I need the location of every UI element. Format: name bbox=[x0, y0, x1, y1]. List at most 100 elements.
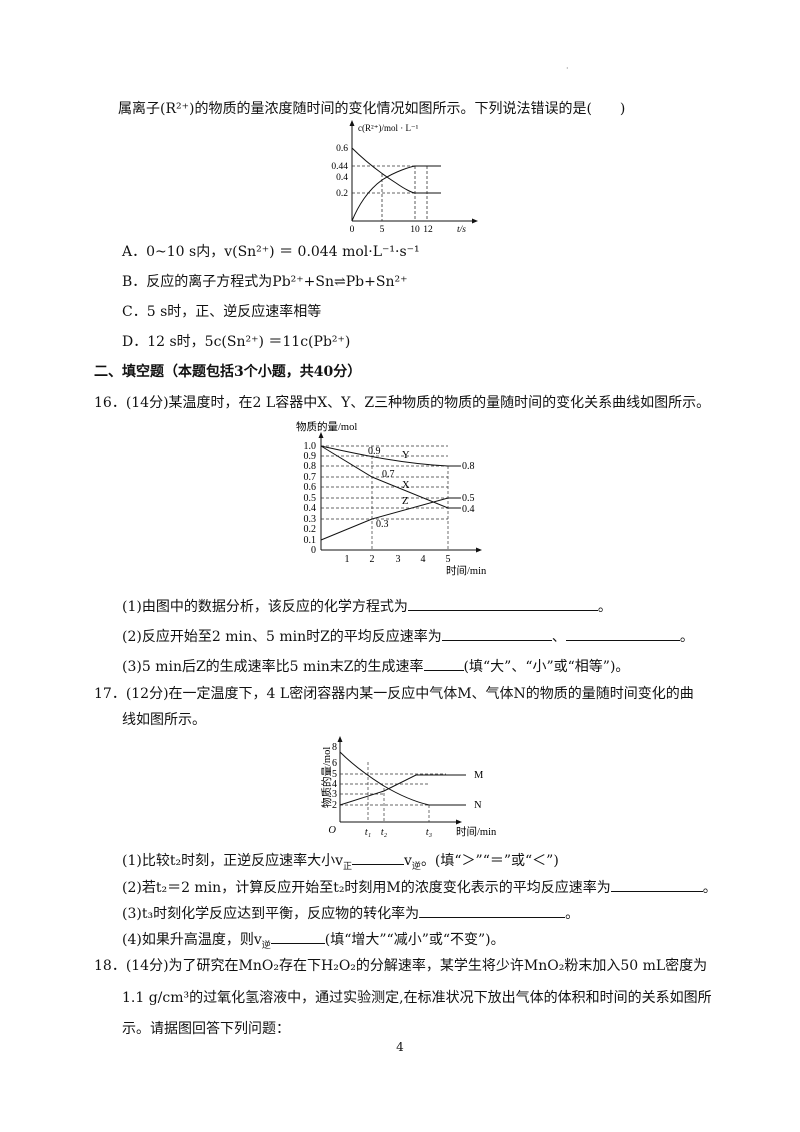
q16-xtick-2: 2 bbox=[370, 554, 375, 565]
q17-curve-n bbox=[339, 751, 466, 806]
q15-xtick-0: 0 bbox=[350, 225, 355, 235]
q17-ytick-2: 2 bbox=[332, 800, 337, 811]
q17-ytick-3: 3 bbox=[332, 789, 337, 800]
q17-sub2-text: (2)若t₂＝2 min，计算反应开始至t₂时刻用M的浓度变化表示的平均反应速率… bbox=[122, 880, 611, 896]
q17-sub3: (3)t₃时刻化学反应达到平衡，反应物的转化率为 。 bbox=[122, 902, 579, 924]
q17-curve-m bbox=[339, 774, 466, 806]
q16-ytick-0.1: 0.1 bbox=[304, 535, 317, 546]
q16-sub2-blank-2min[interactable] bbox=[441, 625, 552, 641]
q17-sub3-text: (3)t₃时刻化学反应达到平衡，反应物的转化率为 bbox=[122, 906, 420, 922]
q15-option-a: A．0~10 s内，v(Sn²⁺) ＝ 0.044 mol·L⁻¹·s⁻¹ bbox=[122, 244, 420, 260]
q16-ytick-0.5: 0.5 bbox=[304, 493, 317, 504]
q16-ytick-0: 0 bbox=[311, 545, 316, 556]
q18-line1: 18．(14分)为了研究在MnO₂存在下H₂O₂的分解速率，某学生将少许MnO₂… bbox=[94, 958, 708, 974]
q18-line2: 1.1 g/cm³的过氧化氢溶液中，通过实验测定,在标准状况下放出气体的体积和时… bbox=[122, 990, 712, 1006]
q16-annot-0.9: 0.9 bbox=[368, 446, 381, 457]
q16-sub2-text: (2)反应开始至2 min、5 min时Z的平均反应速率为 bbox=[122, 629, 442, 645]
q16-sub1-end: 。 bbox=[597, 599, 612, 615]
q15-option-b: B．反应的离子方程式为Pb²⁺+Sn⇌Pb+Sn²⁺ bbox=[122, 274, 408, 290]
q17-sub1-blank[interactable] bbox=[352, 849, 404, 865]
q15-option-d: D．12 s时，5c(Sn²⁺) ＝11c(Pb²⁺) bbox=[122, 334, 351, 350]
top-mark: · bbox=[566, 64, 569, 73]
q16-sub2-end: 。 bbox=[679, 629, 694, 645]
q17-xtick-t3: t₃ bbox=[426, 827, 433, 838]
q16-annot-0.5: 0.5 bbox=[462, 493, 475, 504]
q17-sub4-blank[interactable] bbox=[270, 928, 325, 944]
q17-sub4-end: (填“增大”“减小”或“不变”)。 bbox=[324, 932, 505, 948]
q17-sub1-text-a: (1)比较t₂时刻，正逆反应速率大小v bbox=[122, 853, 343, 869]
q17-figure: 物质的量/mol 8 6 5 4 3 2 O t₁ t₂ t₃ 时间/min M… bbox=[316, 732, 516, 840]
q16-xlabel: 时间/min bbox=[446, 564, 487, 577]
q17-sub1-sub-forward: 正 bbox=[342, 861, 352, 872]
q16-xtick-5: 5 bbox=[446, 554, 451, 565]
q17-sub1: (1)比较t₂时刻，正逆反应速率大小v正 v逆。(填“＞”“＝”或“＜”) bbox=[122, 849, 559, 877]
q16-ytick-1.0: 1.0 bbox=[304, 441, 317, 452]
q16-annot-0.7: 0.7 bbox=[382, 469, 395, 480]
q16-curve-x bbox=[320, 445, 461, 509]
q16-sub3-text: (3)5 min后Z的生成速率比5 min末Z的生成速率 bbox=[122, 659, 424, 675]
q17-xlabel: 时间/min bbox=[456, 825, 497, 838]
q16-sub2-blank-5min[interactable] bbox=[565, 625, 680, 641]
q16-ytick-0.9: 0.9 bbox=[304, 451, 317, 462]
q15-xtick-5: 5 bbox=[380, 225, 385, 235]
q16-curve-z bbox=[320, 497, 461, 541]
q16-sub3: (3)5 min后Z的生成速率比5 min末Z的生成速率 (填“大”、“小”或“相… bbox=[122, 655, 629, 677]
q17-origin: O bbox=[328, 825, 336, 836]
q17-sub2: (2)若t₂＝2 min，计算反应开始至t₂时刻用M的浓度变化表示的平均反应速率… bbox=[122, 876, 717, 898]
q17-label-n: N bbox=[474, 800, 482, 811]
q15-curve-pb bbox=[351, 147, 441, 194]
q16-sub2-mid: 、 bbox=[551, 629, 566, 645]
q16-sub1-blank[interactable] bbox=[407, 595, 598, 611]
q15-xtick-10: 10 bbox=[410, 225, 420, 235]
q17-stem-line1: 17．(12分)在一定温度下，4 L密闭容器内某一反应中气体M、气体N的物质的量… bbox=[94, 686, 694, 702]
q15-curve-sn bbox=[351, 165, 441, 222]
q16-ytick-0.8: 0.8 bbox=[304, 461, 317, 472]
q17-ylabel: 物质的量/mol bbox=[320, 747, 333, 808]
q16-ytick-0.4: 0.4 bbox=[304, 503, 317, 514]
q16-sub3-end: (填“大”、“小”或“相等”)。 bbox=[463, 659, 630, 675]
page-number: 4 bbox=[396, 1040, 404, 1054]
q17-sub3-end: 。 bbox=[565, 906, 580, 922]
q15-option-c: C．5 s时，正、逆反应速率相等 bbox=[122, 304, 322, 320]
q16-sub1: (1)由图中的数据分析，该反应的化学方程式为 。 bbox=[122, 595, 612, 617]
q16-curve-y bbox=[320, 445, 461, 467]
q16-ytick-0.3: 0.3 bbox=[304, 514, 317, 525]
q17-sub4-text: (4)如果升高温度，则v bbox=[122, 932, 262, 948]
q17-label-m: M bbox=[474, 770, 484, 781]
q16-label-x: X bbox=[402, 480, 410, 491]
q16-xtick-4: 4 bbox=[421, 554, 426, 565]
q15-ylabel: c(R²⁺)/mol · L⁻¹ bbox=[358, 123, 419, 133]
q17-sub1-sub-reverse: 逆 bbox=[411, 861, 421, 872]
q15-ytick-0.6: 0.6 bbox=[336, 144, 348, 154]
q17-stem-line2: 线如图所示。 bbox=[122, 712, 206, 728]
q16-sub1-text: (1)由图中的数据分析，该反应的化学方程式为 bbox=[122, 599, 408, 615]
q17-sub3-blank[interactable] bbox=[419, 902, 566, 918]
q16-label-y: Y bbox=[402, 450, 410, 461]
q16-ytick-0.2: 0.2 bbox=[304, 524, 317, 535]
q16-ytick-0.6: 0.6 bbox=[304, 482, 317, 493]
q16-annot-0.3: 0.3 bbox=[376, 519, 389, 530]
q16-ylabel: 物质的量/mol bbox=[296, 420, 357, 433]
q16-sub3-blank[interactable] bbox=[423, 655, 464, 671]
q15-ytick-0.4: 0.4 bbox=[336, 173, 348, 183]
q15-stem: 属离子(R²⁺)的物质的量浓度随时间的变化情况如图所示。下列说法错误的是( ) bbox=[118, 101, 626, 117]
q16-sub2: (2)反应开始至2 min、5 min时Z的平均反应速率为 、 。 bbox=[122, 625, 694, 647]
q17-sub2-blank[interactable] bbox=[610, 876, 703, 892]
q17-sub4-sub-reverse: 逆 bbox=[261, 940, 271, 951]
q17-xtick-t2: t₂ bbox=[381, 827, 388, 838]
q16-annot-0.8: 0.8 bbox=[462, 461, 475, 472]
q16-xtick-1: 1 bbox=[345, 554, 350, 565]
q16-label-z: Z bbox=[402, 496, 408, 507]
q16-ytick-0.7: 0.7 bbox=[304, 472, 317, 483]
q17-sub1-end: 。(填“＞”“＝”或“＜”) bbox=[420, 853, 559, 869]
q15-xtick-12: 12 bbox=[423, 225, 433, 235]
q18-line3: 示。请据图回答下列问题： bbox=[122, 1021, 290, 1037]
q17-sub1-text-b: v bbox=[404, 853, 412, 869]
q15-ytick-0.2: 0.2 bbox=[336, 189, 348, 199]
q16-figure: 物质的量/mol 1.0 0.9 0.8 0.7 0.6 0.5 0.4 0.3… bbox=[296, 420, 506, 578]
q17-ytick-6: 6 bbox=[332, 758, 337, 769]
q16-xtick-3: 3 bbox=[396, 554, 401, 565]
q17-sub4: (4)如果升高温度，则v逆 (填“增大”“减小”或“不变”)。 bbox=[122, 928, 505, 956]
q15-ytick-0.44: 0.44 bbox=[331, 162, 348, 172]
q17-ytick-8: 8 bbox=[332, 742, 337, 753]
